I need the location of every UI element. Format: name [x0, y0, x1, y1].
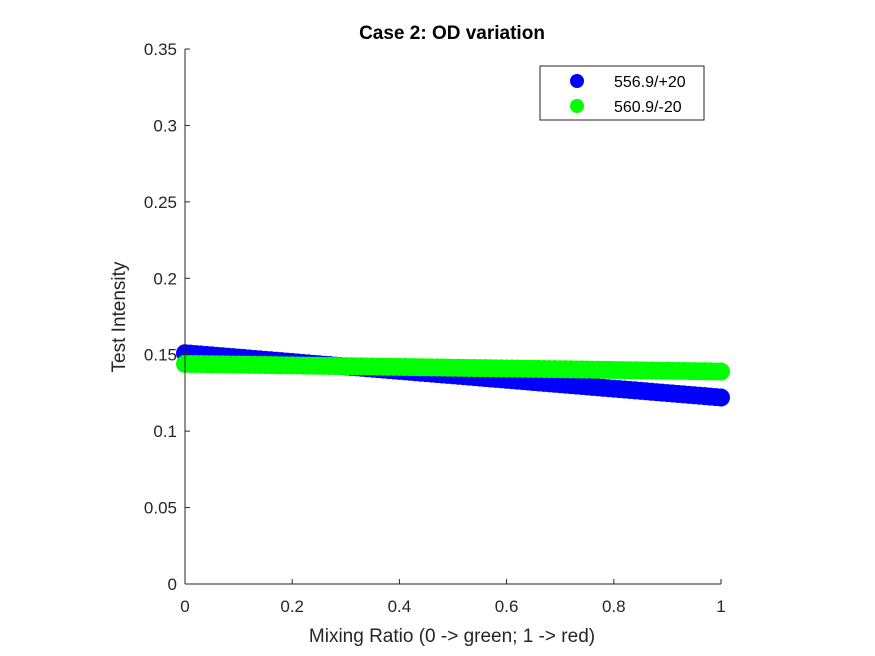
ticks: 0 0.2 0.4 0.6 0.8 1 0 0.05 0.1 0.15 0.2 0.25 0.3 0.35 [144, 40, 726, 616]
y-tick-label: 0.35 [144, 40, 177, 59]
legend-marker-green [570, 99, 584, 113]
legend-label-green: 560.9/-20 [614, 99, 682, 116]
data-point [712, 388, 730, 407]
y-tick-label: 0.2 [153, 269, 177, 288]
y-axis-label: Test Intensity [109, 261, 130, 372]
y-tick-label: 0.25 [144, 193, 177, 212]
y-tick-label: 0.3 [153, 116, 177, 135]
x-tick-label: 0.6 [495, 597, 519, 616]
legend: 556.9/+20 560.9/-20 [539, 65, 705, 121]
x-tick-label: 1 [716, 597, 725, 616]
series-green [176, 354, 730, 381]
data-point [712, 362, 730, 381]
plot-area [185, 49, 721, 584]
legend-box [539, 65, 705, 121]
chart-title: Case 2: OD variation [359, 23, 545, 44]
series-layer [176, 344, 730, 407]
axes [184, 49, 721, 585]
x-tick-label: 0 [180, 597, 189, 616]
legend-marker-blue [570, 74, 584, 88]
y-tick-label: 0.15 [144, 346, 177, 365]
x-tick-label: 0.8 [602, 597, 626, 616]
plot-background [185, 49, 721, 584]
y-tick-label: 0.05 [144, 499, 177, 518]
y-tick-label: 0 [168, 575, 177, 594]
x-axis-label: Mixing Ratio (0 -> green; 1 -> red) [309, 626, 595, 647]
legend-label-blue: 556.9/+20 [614, 74, 686, 91]
x-tick-label: 0.2 [280, 597, 304, 616]
x-tick-label: 0.4 [388, 597, 412, 616]
y-tick-label: 0.1 [153, 422, 177, 441]
